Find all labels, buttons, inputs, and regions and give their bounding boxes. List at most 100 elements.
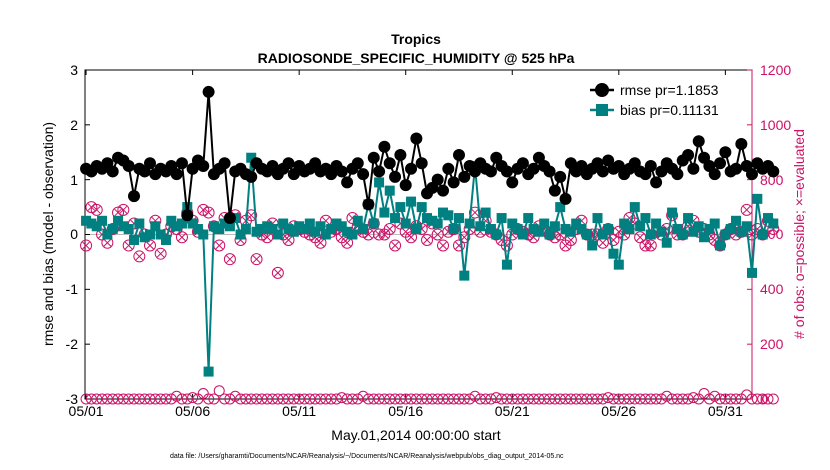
bias-point (549, 221, 560, 232)
rmse-point (500, 165, 513, 178)
obs-possible-point (714, 393, 726, 405)
obs-possible-point (639, 393, 651, 405)
obs-possible-point (155, 393, 167, 405)
obs-evaluated-point (247, 211, 256, 220)
bias-point (576, 224, 587, 235)
rmse-point (282, 157, 295, 170)
obs-possible-point (143, 239, 156, 252)
obs-possible-point (261, 231, 274, 244)
obs-possible-point (448, 393, 460, 405)
obs-possible-point (405, 231, 418, 244)
obs-possible-point (554, 393, 566, 405)
obs-possible-point (512, 393, 524, 405)
obs-possible-point (240, 393, 252, 405)
rmse-point (719, 146, 732, 159)
bias-point (571, 218, 582, 229)
obs-possible-point (245, 209, 258, 222)
obs-possible-point (80, 393, 92, 405)
bias-point (160, 234, 171, 245)
bias-point (129, 234, 140, 245)
obs-possible-point (421, 233, 434, 246)
bias-point (235, 229, 246, 240)
obs-possible-point (80, 239, 93, 252)
rmse-point (484, 165, 497, 178)
rmse-point (543, 165, 556, 178)
obs-possible-point (586, 393, 598, 405)
bias-point (656, 226, 667, 237)
ytick-right-label: 400 (760, 281, 784, 297)
obs-possible-point (383, 223, 396, 236)
bias-point (757, 229, 768, 240)
rmse-point (218, 157, 231, 170)
obs-possible-point (133, 393, 145, 405)
bias-point (240, 224, 251, 235)
bias-point (272, 229, 283, 240)
obs-possible-point (468, 206, 481, 219)
rmse-point (245, 170, 258, 183)
bias-point (139, 232, 150, 243)
rmse-point (181, 209, 194, 222)
ytick-left-label: -1 (66, 281, 79, 297)
obs-possible-point (453, 393, 465, 405)
bias-point (635, 221, 646, 232)
right-axis-ticks: 0 200 400 600 800 1000 1200 (747, 62, 791, 407)
bias-point (192, 224, 203, 235)
bias-point (97, 215, 108, 226)
obs-possible-point (149, 393, 161, 405)
bias-point (262, 221, 273, 232)
bias-point (603, 224, 614, 235)
obs-possible-point (309, 393, 321, 405)
obs-evaluated-point (156, 249, 165, 258)
obs-possible-point (426, 393, 438, 405)
bias-point (123, 224, 134, 235)
obs-possible-point (767, 393, 779, 405)
obs-possible-point (325, 393, 337, 405)
bias-point (315, 221, 326, 232)
rmse-point (202, 85, 215, 98)
obs-possible-point (496, 393, 508, 405)
bias-point (768, 218, 779, 229)
obs-possible-point (730, 393, 742, 405)
bias-point (299, 224, 310, 235)
obs-possible-point (144, 393, 156, 405)
obs-possible-point (517, 393, 529, 405)
obs-possible-point (330, 393, 342, 405)
xtick-label: 05/06 (175, 403, 210, 419)
obs-possible-point (645, 393, 657, 405)
rmse-point (223, 212, 236, 225)
rmse-point (431, 173, 444, 186)
bias-point (187, 218, 198, 229)
obs-possible-point (719, 393, 731, 405)
obs-possible-point (746, 393, 758, 405)
bias-point (150, 221, 161, 232)
data-file-footnote: data file: /Users/gharamti/Documents/NCA… (170, 453, 564, 460)
rmse-point (415, 157, 428, 170)
rmse-point (357, 168, 370, 181)
obs-possible-point (570, 393, 582, 405)
obs-possible-point (400, 393, 412, 405)
obs-possible-point (203, 393, 215, 405)
rmse-point (548, 184, 561, 197)
obs-possible-point (123, 393, 135, 405)
bias-point (304, 218, 315, 229)
bias-point (427, 215, 438, 226)
obs-possible-point (224, 393, 236, 405)
bias-point (512, 224, 523, 235)
rmse-point (527, 162, 540, 175)
obs-evaluated-point (471, 208, 479, 217)
obs-evaluated-point (391, 241, 399, 250)
y-axis-label-left: rmse and bias (model - observation) (40, 122, 56, 346)
obs-possible-point (655, 393, 667, 405)
xtick-label: 05/16 (388, 403, 423, 419)
xtick-label: 05/21 (495, 403, 530, 419)
bias-point (453, 213, 464, 224)
obs-possible-point (250, 253, 263, 266)
obs-possible-point (384, 393, 396, 405)
ytick-left-label: 0 (70, 226, 78, 242)
obs-possible-point (437, 239, 450, 252)
bias-point (683, 213, 694, 224)
bias-series (81, 152, 779, 377)
obs-possible-point (181, 393, 193, 405)
obs-possible-point (682, 393, 694, 405)
rmse-series (80, 85, 780, 225)
